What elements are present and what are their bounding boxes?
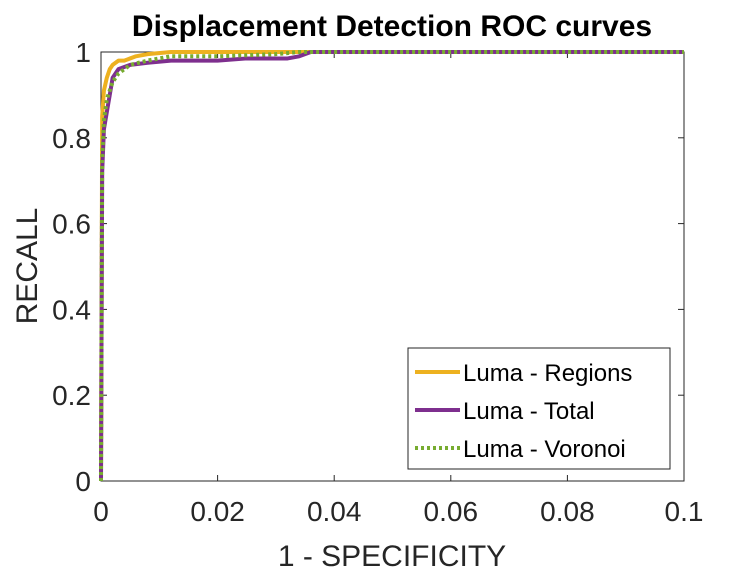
series-line-luma-regions xyxy=(99,50,684,482)
y-tick-label: 0 xyxy=(75,466,91,497)
legend-label-luma-voronoi: Luma - Voronoi xyxy=(463,436,626,463)
y-tick-label: 0.6 xyxy=(52,209,91,240)
y-tick-label: 0.2 xyxy=(52,380,91,411)
x-axis: 0 0.02 0.04 0.06 0.08 0.1 xyxy=(93,52,703,527)
x-tick-label: 0 xyxy=(93,496,109,527)
legend: Luma - Regions Luma - Total Luma - Voron… xyxy=(407,347,671,470)
x-tick-label: 0.04 xyxy=(307,496,362,527)
series-line-luma-voronoi xyxy=(99,50,684,482)
series-layer xyxy=(99,50,684,482)
x-tick-label: 0.08 xyxy=(540,496,595,527)
x-tick-label: 0.1 xyxy=(665,496,704,527)
legend-label-luma-regions: Luma - Regions xyxy=(463,360,632,387)
y-axis: 0 0.2 0.4 0.6 0.8 1 xyxy=(52,37,684,497)
chart-title: Displacement Detection ROC curves xyxy=(132,10,652,43)
x-tick-label: 0.06 xyxy=(424,496,479,527)
y-tick-label: 0.4 xyxy=(52,294,91,325)
x-tick-label: 0.02 xyxy=(190,496,245,527)
y-tick-label: 0.8 xyxy=(52,123,91,154)
x-axis-label: 1 - SPECIFICITY xyxy=(278,540,506,573)
y-axis-label: RECALL xyxy=(11,208,44,325)
legend-label-luma-total: Luma - Total xyxy=(463,398,595,425)
y-tick-label: 1 xyxy=(75,37,91,68)
